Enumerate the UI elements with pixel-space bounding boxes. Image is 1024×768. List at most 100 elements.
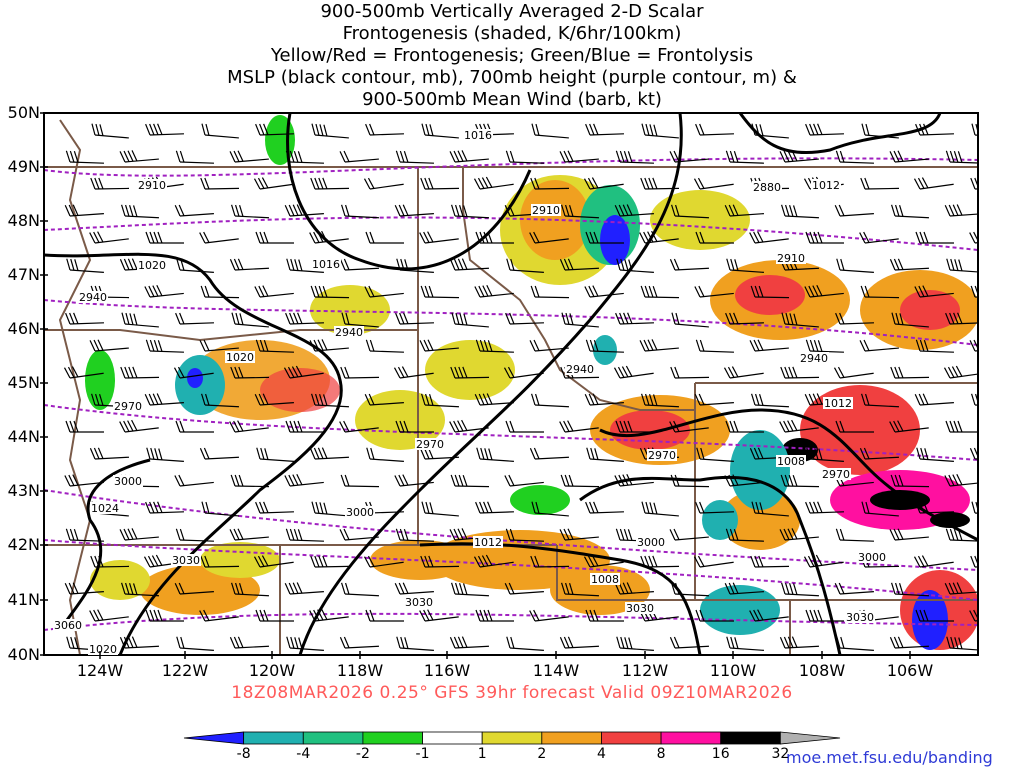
wind-barb [861, 177, 899, 189]
colorbar-segment [363, 732, 423, 744]
wind-barb [175, 472, 214, 487]
wind-barb [915, 392, 954, 406]
wind-barb [200, 446, 239, 459]
wind-barb [66, 312, 104, 324]
colorbar-segment [244, 732, 304, 744]
height-label: 2940 [79, 291, 107, 304]
colorbar-tick: -2 [343, 746, 383, 762]
wind-barb [916, 232, 954, 243]
mslp-label: 1020 [226, 351, 254, 364]
lon-label: 118W [330, 661, 390, 680]
title-block: 900-500mb Vertically Averaged 2-D Scalar… [227, 1, 797, 110]
wind-barb [120, 635, 159, 648]
height-label: 3060 [54, 619, 82, 632]
lat-label: 41N [2, 590, 40, 609]
wind-barb [726, 637, 765, 651]
wind-barb [561, 475, 599, 487]
wind-barb [640, 337, 679, 351]
wind-barb [476, 448, 515, 462]
wind-barb [971, 124, 1010, 138]
wind-barb [695, 173, 734, 189]
wind-barb [420, 228, 459, 244]
wind-barb [230, 635, 269, 648]
wind-barb [781, 205, 820, 218]
wind-barb [341, 205, 380, 218]
wind-barb [836, 151, 874, 163]
wind-barb [890, 257, 929, 270]
height-label: 2940 [566, 363, 594, 376]
wind-barb [670, 635, 709, 648]
wind-barb [395, 203, 434, 217]
wind-barb [971, 394, 1010, 407]
height-label: 2970 [648, 449, 676, 462]
wind-barb [641, 124, 680, 138]
lat-label: 46N [2, 319, 40, 338]
wind-barb [365, 173, 404, 189]
wind-barb [395, 581, 434, 595]
wind-barb [806, 340, 844, 352]
colorbar-segment [482, 732, 542, 744]
wind-barb [586, 501, 624, 513]
wind-barb [256, 501, 294, 513]
lon-label: 124W [70, 661, 130, 680]
wind-barb [310, 446, 349, 459]
wind-barb [805, 551, 844, 567]
wind-barb [341, 366, 379, 378]
wind-barb [451, 313, 490, 327]
height-label: 2970 [114, 400, 142, 413]
colorbar-segment [721, 732, 781, 744]
title-line-3: Yellow/Red = Frontogenesis; Green/Blue =… [270, 45, 753, 66]
wind-barb [366, 123, 404, 135]
lon-label: 112W [615, 661, 675, 680]
colorbar-tick: 4 [581, 746, 621, 762]
lat-label: 43N [2, 481, 40, 500]
wind-barb [146, 123, 184, 135]
colorbar-segment [303, 732, 363, 744]
colorbar [184, 732, 840, 744]
wind-barb [531, 394, 570, 407]
wind-barb [806, 610, 844, 621]
wind-barb [311, 177, 349, 189]
wind-barb [285, 581, 324, 595]
wind-barb [311, 555, 349, 567]
wind-barb [530, 446, 569, 459]
height-label: 3000 [346, 506, 374, 519]
wind-barb [696, 123, 734, 135]
wind-barb [835, 362, 874, 378]
lat-label: 42N [2, 535, 40, 554]
wind-barb [971, 286, 1009, 298]
wind-barb [255, 283, 294, 298]
height-label: 3000 [858, 551, 886, 564]
plot-area [44, 113, 1010, 655]
wind-barb [970, 446, 1009, 459]
wind-barb [671, 366, 709, 378]
wind-barb [781, 366, 819, 378]
wind-barb [780, 635, 819, 648]
lon-label: 120W [242, 661, 302, 680]
wind-barb [506, 312, 544, 324]
colorbar-segment [780, 732, 840, 744]
title-line-4: MSLP (black contour, mb), 700mb height (… [227, 67, 797, 88]
colorbar-segment [184, 732, 244, 744]
colorbar-tick: 16 [701, 746, 741, 762]
mslp-label: 1008 [591, 573, 619, 586]
wind-barb [121, 205, 160, 218]
colorbar-tick: -1 [403, 746, 443, 762]
wind-barb [201, 124, 240, 138]
wind-barb [255, 173, 294, 189]
wind-barb [506, 637, 545, 651]
colorbar-tick: 8 [641, 746, 681, 762]
wind-barb [421, 177, 459, 189]
wind-barb [726, 151, 764, 163]
wind-barb [66, 421, 104, 432]
height-label: 2910 [138, 179, 166, 192]
wind-barb [725, 362, 764, 378]
lon-label: 106W [880, 661, 940, 680]
credit-link[interactable]: moe.met.fsu.edu/banding [786, 748, 993, 767]
wind-barb [836, 259, 875, 273]
wind-barb [835, 203, 874, 217]
title-line-1: 900-500mb Vertically Averaged 2-D Scalar [320, 1, 704, 22]
lon-label: 110W [703, 661, 763, 680]
wind-barb [560, 148, 599, 162]
